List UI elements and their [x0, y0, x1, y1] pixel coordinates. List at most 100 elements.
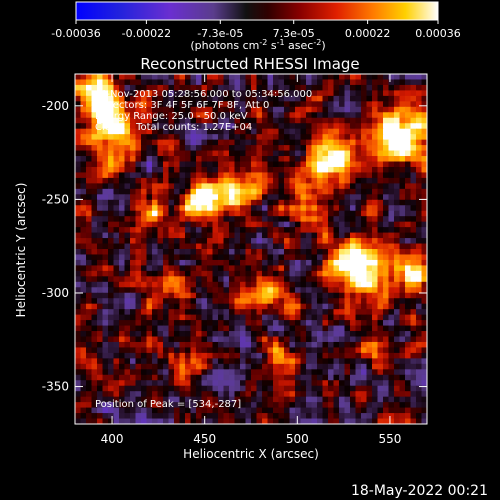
heatmap-cell — [317, 205, 324, 212]
heatmap-cell — [328, 123, 335, 130]
heatmap-cell — [328, 396, 335, 403]
heatmap-cell — [355, 336, 362, 343]
heatmap-cell — [421, 238, 427, 245]
heatmap-cell — [273, 150, 280, 157]
heatmap-cell — [339, 259, 346, 267]
heatmap-cell — [185, 166, 192, 174]
heatmap-cell — [278, 172, 285, 179]
heatmap-cell — [229, 249, 236, 256]
heatmap-cell — [361, 281, 368, 288]
heatmap-cell — [163, 385, 170, 392]
heatmap-cell — [196, 270, 203, 277]
heatmap-cell — [267, 385, 274, 392]
heatmap-cell — [80, 292, 87, 299]
heatmap-cell — [113, 106, 120, 113]
heatmap-cell — [168, 145, 175, 152]
heatmap-cell — [333, 101, 340, 108]
heatmap-cell — [251, 156, 258, 163]
heatmap-cell — [256, 369, 263, 376]
heatmap-cell — [86, 128, 93, 135]
heatmap-cell — [262, 79, 269, 86]
heatmap-cell — [196, 402, 203, 409]
heatmap-cell — [223, 325, 230, 332]
heatmap-cell — [394, 385, 401, 392]
heatmap-cell — [416, 298, 423, 305]
heatmap-cell — [80, 287, 87, 294]
heatmap-cell — [361, 259, 368, 267]
heatmap-cell — [102, 117, 109, 124]
heatmap-cell — [190, 150, 197, 157]
heatmap-cell — [75, 402, 82, 409]
heatmap-cell — [185, 194, 192, 201]
heatmap-cell — [267, 352, 274, 359]
heatmap-cell — [256, 227, 263, 234]
heatmap-cell — [97, 156, 104, 163]
heatmap-cell — [361, 161, 368, 168]
heatmap-cell — [234, 418, 241, 424]
heatmap-cell — [108, 287, 115, 294]
heatmap-cell — [168, 166, 175, 174]
heatmap-cell — [377, 150, 384, 157]
heatmap-cell — [328, 199, 335, 206]
heatmap-cell — [322, 199, 329, 206]
heatmap-cell — [185, 347, 192, 354]
heatmap-cell — [267, 139, 274, 146]
heatmap-cell — [372, 254, 379, 261]
heatmap-cell — [399, 391, 406, 398]
heatmap-cell — [91, 205, 98, 212]
heatmap-cell — [416, 281, 423, 288]
heatmap-cell — [234, 347, 241, 354]
heatmap-cell — [333, 188, 340, 195]
heatmap-cell — [278, 74, 285, 81]
heatmap-cell — [86, 150, 93, 157]
heatmap-cell — [152, 227, 159, 234]
heatmap-cell — [179, 128, 186, 135]
heatmap-cell — [163, 194, 170, 201]
heatmap-cell — [306, 320, 313, 327]
heatmap-cell — [223, 79, 230, 86]
heatmap-cell — [317, 106, 324, 113]
heatmap-cell — [361, 358, 368, 365]
heatmap-cell — [240, 117, 247, 124]
heatmap-cell — [240, 134, 247, 141]
heatmap-cell — [388, 259, 395, 267]
heatmap-cell — [355, 243, 362, 250]
heatmap-cell — [377, 95, 384, 102]
heatmap-cell — [388, 391, 395, 398]
heatmap-cell — [377, 243, 384, 250]
heatmap-cell — [168, 369, 175, 376]
heatmap-cell — [201, 254, 208, 261]
heatmap-cell — [223, 287, 230, 294]
heatmap-cell — [130, 205, 137, 212]
heatmap-cell — [113, 413, 120, 420]
heatmap-cell — [240, 123, 247, 130]
heatmap-cell — [174, 106, 181, 113]
heatmap-cell — [185, 276, 192, 283]
heatmap-cell — [157, 325, 164, 332]
heatmap-cell — [86, 347, 93, 354]
heatmap-cell — [251, 243, 258, 250]
heatmap-cell — [410, 123, 417, 130]
heatmap-cell — [245, 369, 252, 376]
heatmap-cell — [190, 396, 197, 403]
heatmap-cell — [168, 95, 175, 102]
heatmap-cell — [168, 134, 175, 141]
heatmap-cell — [130, 352, 137, 359]
heatmap-cell — [207, 188, 214, 195]
heatmap-cell — [240, 352, 247, 359]
heatmap-cell — [256, 418, 263, 424]
heatmap-cell — [223, 90, 230, 97]
heatmap-cell — [102, 358, 109, 365]
heatmap-cell — [152, 221, 159, 228]
heatmap-cell — [361, 156, 368, 163]
heatmap-cell — [157, 385, 164, 392]
heatmap-cell — [97, 281, 104, 288]
heatmap-cell — [229, 117, 236, 124]
heatmap-cell — [355, 172, 362, 179]
heatmap-cell — [289, 407, 296, 414]
heatmap-cell — [333, 74, 340, 81]
heatmap-cell — [240, 150, 247, 157]
heatmap-cell — [141, 139, 148, 146]
heatmap-cell — [361, 232, 368, 239]
heatmap-cell — [240, 325, 247, 332]
